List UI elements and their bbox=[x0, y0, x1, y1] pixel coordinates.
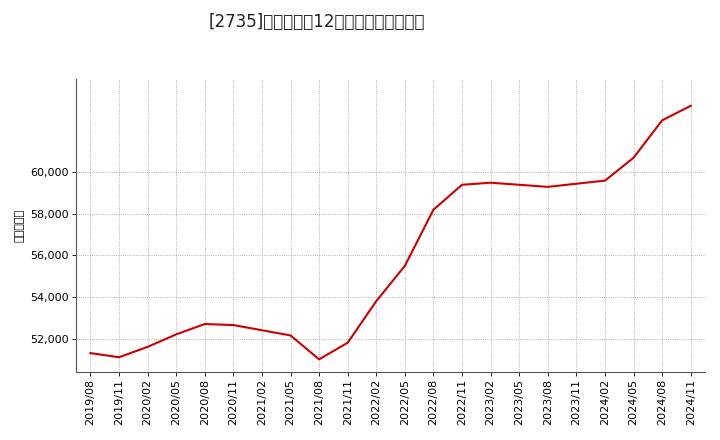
Text: [2735]　売上高の12か月移動合計の推移: [2735] 売上高の12か月移動合計の推移 bbox=[209, 13, 425, 31]
Y-axis label: （百万円）: （百万円） bbox=[15, 209, 25, 242]
